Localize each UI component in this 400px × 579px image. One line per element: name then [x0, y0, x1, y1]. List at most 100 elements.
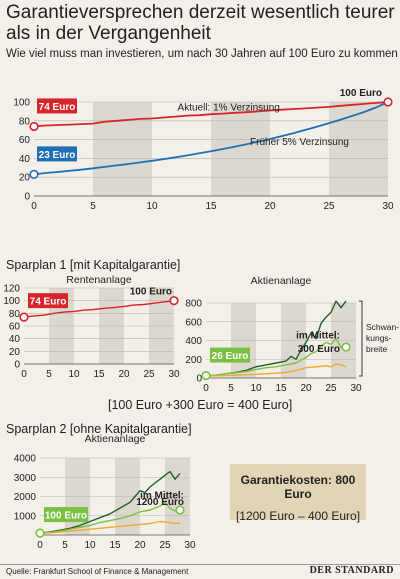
aktien1-y-tick-label: 800 — [185, 299, 202, 310]
rente-y-tick-label: 100 — [3, 296, 20, 307]
rente-y-tick-label: 80 — [9, 309, 21, 320]
aktien2-series-2 — [39, 520, 181, 535]
sparplan-1-note: [100 Euro +300 Euro = 400 Euro] — [108, 398, 293, 412]
main-label-74: 74 Euro — [39, 102, 76, 113]
guarantee-cost-box: Garantiekosten: 800 Euro [1200 Euro – 40… — [230, 464, 366, 523]
aktien1-series-1 — [205, 337, 347, 377]
rente-y-tick-label: 0 — [14, 360, 20, 371]
main-x-tick-label: 20 — [264, 201, 276, 212]
aktien1-y-tick-label: 600 — [185, 317, 202, 328]
rente-x-tick-label: 5 — [46, 369, 52, 380]
aktien2-label-100: 100 Euro — [45, 511, 87, 522]
aktien2-y-tick-label: 4000 — [14, 454, 37, 465]
aktien1-title: Aktienanlage — [251, 275, 312, 287]
rente-y-tick-label: 120 — [3, 284, 20, 295]
aktien2-y-tick-label: 2000 — [14, 492, 37, 503]
main-y-tick-label: 0 — [24, 192, 30, 203]
aktien1-mittel-value: 300 Euro — [298, 344, 340, 355]
aktien1-x-tick-label: 10 — [250, 383, 262, 394]
main-y-tick-label: 40 — [19, 154, 31, 165]
rente-x-tick-label: 30 — [168, 369, 180, 380]
rente-x-tick-label: 25 — [143, 369, 155, 380]
guarantee-cost-label: Garantiekosten: 800 Euro — [240, 473, 356, 501]
main-y-tick-label: 100 — [13, 98, 30, 109]
aktien2-x-tick-label: 5 — [62, 540, 68, 551]
aktien2-x-tick-label: 30 — [184, 540, 196, 551]
rente-y-tick-label: 20 — [9, 347, 21, 358]
aktien1-mittel-label: im Mittel: — [296, 331, 340, 342]
main-series-0 — [33, 101, 389, 128]
aktien2-mid-dot — [175, 505, 185, 515]
aktien1-x-tick-label: 15 — [275, 383, 287, 394]
aktien1-label-26: 26 Euro — [212, 351, 249, 362]
main-x-tick-label: 10 — [146, 201, 158, 212]
aktien2-title: Aktienanlage — [85, 433, 146, 445]
main-label-23-box — [37, 146, 77, 162]
brand-logo: DER STANDARD — [309, 565, 394, 576]
rente-start-dot — [19, 312, 29, 322]
main-x-tick-label: 5 — [90, 201, 96, 212]
aktien2-mittel-value: 1200 Euro — [136, 497, 184, 508]
aktien1-label-26-box — [210, 347, 250, 363]
aktien1-series-2 — [205, 363, 347, 377]
main-band — [329, 102, 388, 196]
aktien1-x-tick-label: 25 — [325, 383, 337, 394]
rente-title: Rentenanlage — [66, 274, 132, 286]
main-start-dot-blue — [29, 169, 39, 179]
main-x-tick-label: 15 — [205, 201, 217, 212]
aktien1-x-tick-label: 0 — [203, 383, 209, 394]
rente-x-tick-label: 15 — [93, 369, 105, 380]
rente-label-74-box — [28, 293, 68, 309]
main-band — [93, 102, 152, 196]
aktien1-mid-dot — [341, 342, 351, 352]
main-y-tick-label: 20 — [19, 173, 31, 184]
aktien2-x-tick-label: 20 — [134, 540, 146, 551]
main-x-tick-label: 25 — [323, 201, 335, 212]
aktien2-x-tick-label: 25 — [159, 540, 171, 551]
section-sparplan-2: Sparplan 2 [ohne Kapitalgarantie] — [6, 422, 192, 436]
aktien1-range-note: kungs- — [366, 333, 392, 343]
aktien1-range-note: Schwan- — [366, 322, 399, 332]
main-series-label-red: Aktuell: 1% Verzinsung — [178, 102, 280, 113]
main-label-23: 23 Euro — [39, 150, 76, 161]
main-series-label-blue: Früher 5% Verzinsung — [250, 137, 349, 148]
rente-end-dot — [169, 296, 179, 306]
rente-label-74: 74 Euro — [30, 297, 67, 308]
rente-y-tick-label: 60 — [9, 322, 21, 333]
guarantee-cost-formula: [1200 Euro – 400 Euro] — [235, 509, 361, 523]
aktien1-range-bracket — [359, 300, 363, 377]
source-note: Quelle: Frankfurt School of Finance & Ma… — [6, 567, 189, 576]
rente-x-tick-label: 20 — [118, 369, 130, 380]
aktien2-y-tick-label: 1000 — [14, 511, 37, 522]
aktien1-y-tick-label: 400 — [185, 336, 202, 347]
rente-y-tick-label: 40 — [9, 334, 21, 345]
aktien1-range-note: breite — [366, 344, 388, 354]
aktien1-y-tick-label: 0 — [196, 374, 202, 385]
aktien1-x-tick-label: 20 — [300, 383, 312, 394]
main-series-1 — [33, 101, 389, 176]
main-y-tick-label: 60 — [19, 135, 31, 146]
aktien2-x-tick-label: 15 — [109, 540, 121, 551]
section-sparplan-1: Sparplan 1 [mit Kapitalgarantie] — [6, 258, 181, 272]
aktien2-series-1 — [39, 501, 181, 534]
main-start-dot-red — [29, 121, 39, 132]
aktien1-x-tick-label: 5 — [228, 383, 234, 394]
main-end-dot — [383, 97, 393, 107]
page-subtitle: Wie viel muss man investieren, um nach 3… — [6, 48, 398, 60]
aktien2-y-tick-label: 3000 — [14, 473, 37, 484]
aktien1-x-tick-label: 30 — [350, 383, 362, 394]
aktien2-label-100-box — [44, 507, 88, 523]
aktien1-start-dot — [201, 370, 211, 381]
aktien1-y-tick-label: 200 — [185, 355, 202, 366]
rente-label-100: 100 Euro — [130, 287, 172, 298]
main-y-tick-label: 80 — [19, 116, 31, 127]
aktien2-start-dot — [35, 528, 45, 538]
main-x-tick-label: 30 — [382, 201, 394, 212]
rente-x-tick-label: 10 — [68, 369, 80, 380]
page-title: Garantieversprechen derzeit wesentlich t… — [6, 2, 395, 44]
aktien2-series-0 — [39, 470, 181, 534]
footer: Quelle: Frankfurt School of Finance & Ma… — [0, 564, 400, 579]
rente-series-0 — [23, 300, 175, 318]
aktien2-x-tick-label: 10 — [84, 540, 96, 551]
